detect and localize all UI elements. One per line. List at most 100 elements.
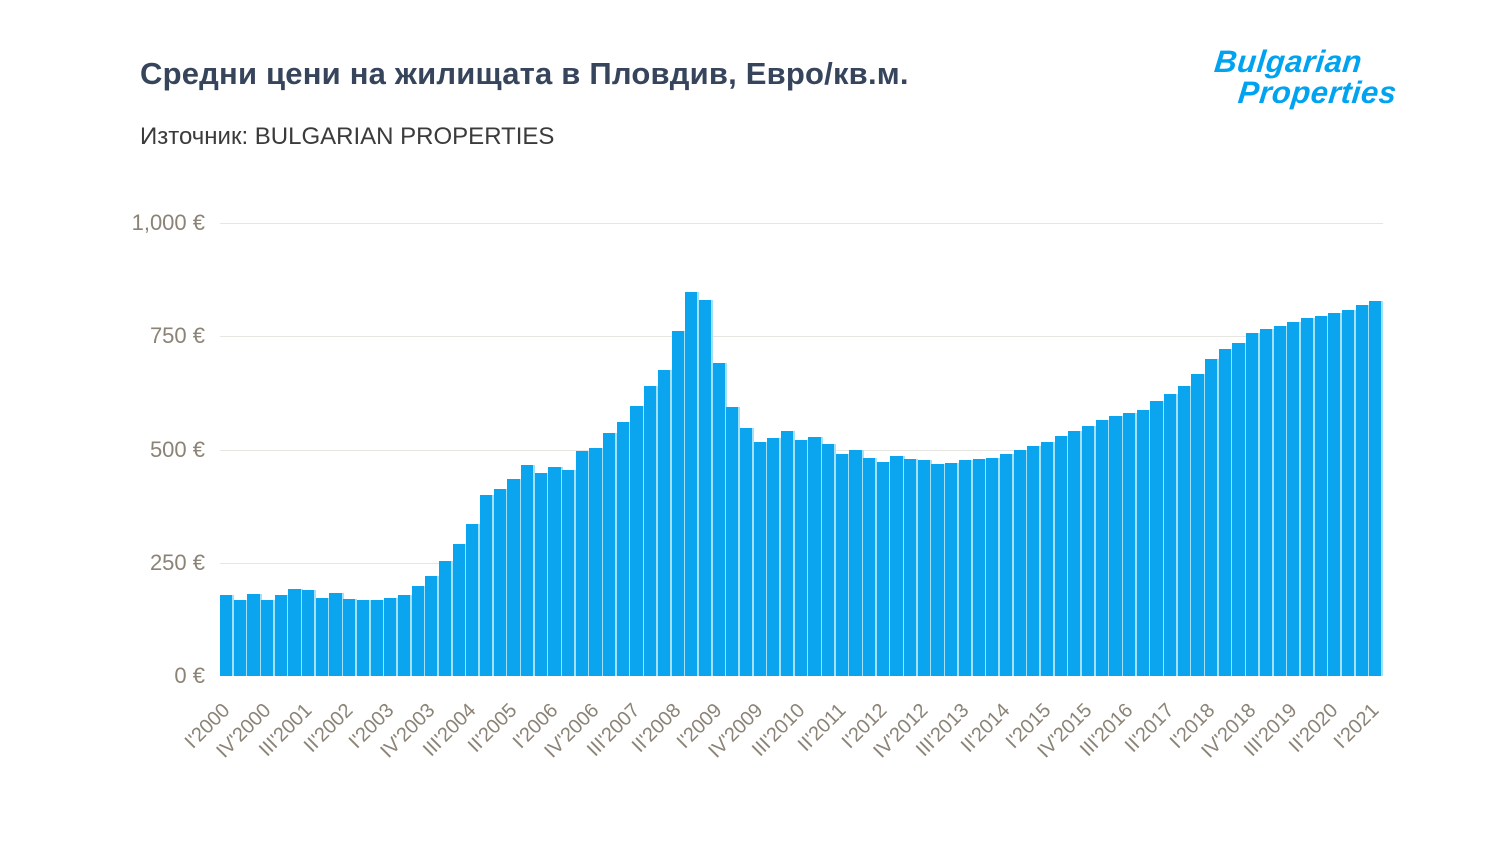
bar [917, 460, 932, 676]
bar [753, 442, 768, 676]
bar [1232, 343, 1247, 676]
bar [370, 599, 385, 676]
y-axis-tick-label: 250 € [149, 549, 205, 575]
bar [1177, 385, 1192, 676]
bar [562, 470, 577, 676]
bar [972, 459, 987, 676]
bar [1013, 450, 1028, 676]
bar [1341, 309, 1357, 676]
bar [849, 449, 864, 676]
bar [315, 598, 330, 676]
bar [958, 460, 974, 676]
bar [261, 599, 276, 676]
bar [999, 454, 1015, 676]
bar [575, 451, 590, 676]
bar [1109, 415, 1124, 676]
bar [1218, 349, 1233, 676]
bar [1300, 318, 1316, 676]
bar [890, 455, 905, 676]
bar [1259, 329, 1275, 676]
bar [1246, 333, 1261, 676]
bulgarian-properties-logo: Bulgarian Properties [1210, 44, 1402, 110]
bar [329, 593, 344, 676]
plot-area [220, 223, 1384, 676]
gridline [220, 223, 1383, 224]
bar [712, 362, 727, 676]
bar [1287, 321, 1302, 676]
bar [931, 463, 946, 676]
bar [343, 598, 358, 676]
bar [739, 428, 755, 676]
bar [589, 448, 604, 676]
bar [247, 594, 262, 676]
source-note: Източник: BULGARIAN PROPERTIES [140, 123, 555, 150]
bar [986, 458, 1001, 676]
y-axis-tick-label: 1,000 € [131, 210, 205, 235]
bar [794, 439, 809, 676]
bar [1164, 393, 1179, 676]
bar [302, 589, 317, 676]
bar [767, 437, 782, 676]
bar [657, 370, 672, 676]
bar [1040, 442, 1056, 676]
bar [780, 430, 796, 676]
bar [452, 544, 467, 676]
bar [1355, 305, 1370, 676]
bar [521, 464, 536, 676]
bar [233, 599, 248, 676]
bar [1136, 409, 1151, 676]
bar [425, 575, 440, 676]
bar [397, 595, 413, 676]
bar [876, 461, 891, 676]
bar [644, 385, 659, 676]
bar [1369, 300, 1384, 676]
bar [493, 488, 508, 676]
page-title: Средни цени на жилищата в Пловдив, Евро/… [140, 56, 909, 91]
logo-line2: Properties [1236, 75, 1399, 110]
bar [479, 494, 495, 676]
bar [1095, 419, 1110, 676]
bar [534, 473, 549, 676]
bar [904, 459, 919, 676]
bar [1328, 313, 1343, 676]
bar [274, 595, 289, 676]
gridline [220, 336, 1383, 338]
bar [466, 523, 481, 676]
bar [1205, 359, 1220, 676]
bar [698, 300, 714, 676]
bar [616, 421, 631, 676]
bar [1191, 374, 1206, 676]
bar [1027, 445, 1042, 676]
bar [603, 432, 618, 676]
bar [507, 479, 522, 676]
bar [1081, 425, 1097, 676]
y-axis: 0 € 250 € 500 € 750 € 1,000 € [95, 210, 205, 688]
bar [1150, 401, 1165, 676]
logo-line1: Bulgarian [1212, 44, 1364, 79]
x-axis: I'2000 IV'2000 III'2001 II'2002 I'2003 IV'200… [181, 684, 1384, 814]
bar [288, 589, 303, 676]
bar [835, 454, 850, 676]
bar [630, 406, 645, 676]
bar [863, 457, 878, 676]
bar [384, 598, 399, 676]
bar [1273, 326, 1288, 676]
bar [1054, 436, 1069, 676]
bar [1314, 315, 1329, 676]
bar [671, 330, 686, 676]
bar [685, 291, 700, 676]
bar [411, 585, 426, 676]
bar [945, 462, 960, 676]
bar [438, 560, 454, 676]
bar [726, 406, 741, 676]
bar [808, 436, 823, 676]
y-axis-tick-label: 0 € [174, 663, 205, 688]
y-axis-tick-label: 750 € [149, 323, 205, 349]
bar [548, 467, 563, 676]
bar [220, 595, 235, 676]
y-axis-tick-label: 500 € [149, 436, 205, 462]
bar [1123, 413, 1138, 676]
bar [822, 443, 837, 676]
bar [1068, 430, 1083, 676]
